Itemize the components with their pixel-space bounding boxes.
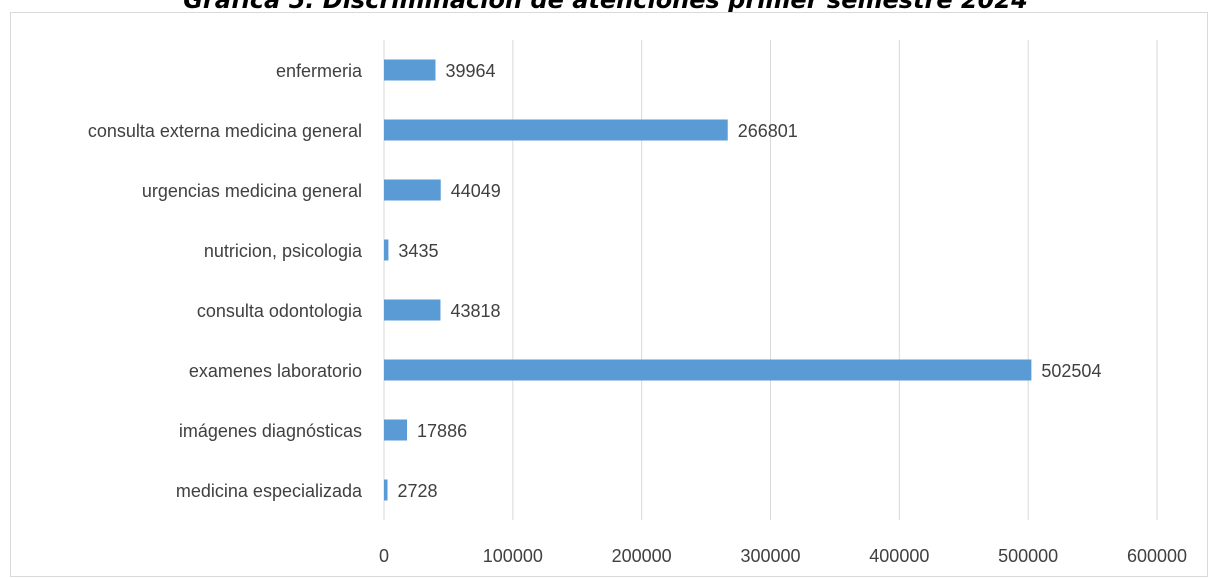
x-tick-labels: 0 100000 200000 300000 400000 500000 600000 — [379, 546, 1187, 566]
x-tick-label: 200000 — [612, 546, 672, 566]
category-label: enfermeria — [276, 61, 363, 81]
bar — [384, 479, 388, 501]
data-label: 502504 — [1041, 361, 1101, 381]
x-tick-label: 500000 — [998, 546, 1058, 566]
x-tick-label: 100000 — [483, 546, 543, 566]
bar — [384, 119, 728, 141]
category-label: imágenes diagnósticas — [179, 421, 362, 441]
x-tick-label: 300000 — [740, 546, 800, 566]
category-label: medicina especializada — [176, 481, 363, 501]
x-tick-label: 0 — [379, 546, 389, 566]
category-labels: enfermeria consulta externa medicina gene… — [88, 61, 363, 501]
category-label: consulta odontologia — [197, 301, 363, 321]
bar — [384, 419, 408, 441]
data-label: 44049 — [451, 181, 501, 201]
gridlines — [383, 40, 1158, 520]
x-tick-label: 600000 — [1127, 546, 1187, 566]
bar — [384, 359, 1032, 381]
data-label: 3435 — [398, 241, 438, 261]
data-label: 266801 — [738, 121, 798, 141]
chart-frame — [10, 12, 1208, 577]
bar — [384, 179, 441, 201]
category-label: nutricion, psicologia — [204, 241, 363, 261]
bar — [384, 59, 436, 81]
category-label: consulta externa medicina general — [88, 121, 362, 141]
category-label: examenes laboratorio — [189, 361, 362, 381]
data-label: 2728 — [398, 481, 438, 501]
data-label: 17886 — [417, 421, 467, 441]
data-labels: 39964 266801 44049 3435 43818 502504 17886 2728 — [398, 61, 1102, 501]
bar — [384, 299, 441, 321]
bar — [384, 239, 389, 261]
chart-title: Grafica 5. Discriminación de atenciones … — [183, 0, 1028, 14]
bars — [384, 59, 1032, 501]
data-label: 39964 — [445, 61, 495, 81]
category-label: urgencias medicina general — [142, 181, 362, 201]
x-tick-label: 400000 — [869, 546, 929, 566]
data-label: 43818 — [450, 301, 500, 321]
